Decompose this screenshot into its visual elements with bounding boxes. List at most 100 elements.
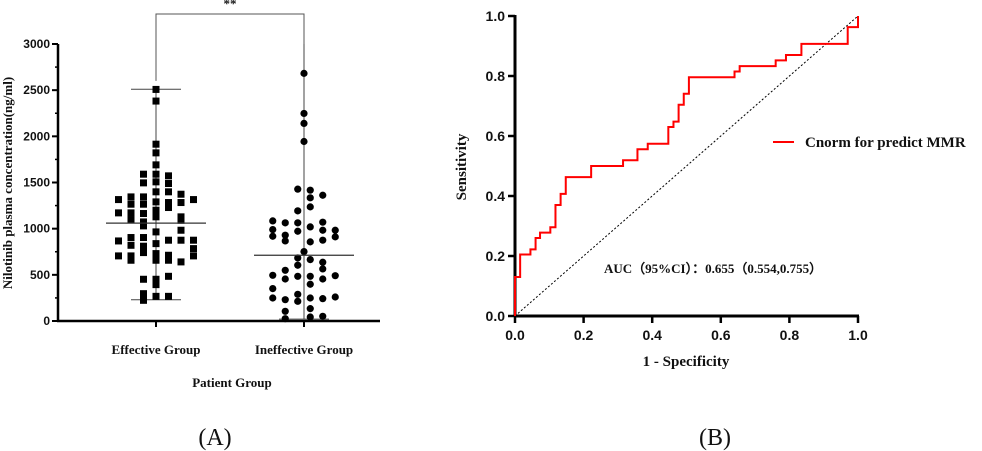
data-point-square bbox=[140, 218, 147, 226]
significance-marker: ** bbox=[224, 0, 237, 11]
data-point-circle bbox=[319, 258, 327, 266]
data-point-square bbox=[115, 252, 122, 260]
data-point-circle bbox=[281, 275, 289, 283]
data-point-circle bbox=[294, 272, 302, 280]
data-point-square bbox=[165, 272, 172, 280]
data-point-circle bbox=[306, 238, 314, 246]
data-point-circle bbox=[294, 261, 302, 269]
data-point-circle bbox=[281, 237, 289, 245]
data-point-circle bbox=[281, 315, 289, 323]
data-point-circle bbox=[281, 219, 289, 227]
y-tick-label-b: 1.0 bbox=[486, 8, 506, 24]
data-point-circle bbox=[300, 119, 308, 128]
data-point-square bbox=[140, 222, 147, 230]
data-point-square bbox=[165, 251, 172, 259]
data-point-circle bbox=[319, 265, 327, 273]
data-point-circle bbox=[269, 232, 277, 240]
data-point-square bbox=[165, 199, 172, 207]
data-point-square bbox=[140, 234, 147, 242]
data-point-square bbox=[140, 193, 147, 201]
x-tick-label-b: 1.0 bbox=[848, 327, 868, 343]
data-point-square bbox=[152, 149, 160, 157]
panel-label-a: (A) bbox=[198, 425, 231, 451]
data-point-circle bbox=[294, 207, 302, 215]
data-point-square bbox=[190, 245, 197, 253]
data-point-square bbox=[177, 226, 185, 234]
data-point-square bbox=[140, 249, 147, 257]
data-point-square bbox=[152, 140, 160, 148]
data-point-square bbox=[115, 237, 122, 245]
x-axis-title-a: Patient Group bbox=[192, 375, 272, 390]
x-tick-label-b: 0.0 bbox=[505, 327, 525, 343]
data-point-square bbox=[127, 193, 135, 201]
data-point-square bbox=[140, 179, 147, 187]
y-tick-label-a: 3000 bbox=[23, 37, 50, 51]
data-point-square bbox=[152, 256, 160, 264]
data-point-square bbox=[152, 188, 160, 196]
y-tick-label-a: 0 bbox=[43, 314, 50, 328]
data-point-square bbox=[127, 209, 135, 217]
data-point-square bbox=[165, 292, 172, 300]
data-point-circle bbox=[319, 218, 327, 226]
data-point-circle bbox=[294, 290, 302, 298]
data-point-circle bbox=[306, 223, 314, 231]
y-tick-label-a: 2500 bbox=[23, 83, 50, 97]
x-tick-label-b: 0.6 bbox=[711, 327, 731, 343]
y-axis-title-a: Nilotinib plasma concentration(ng/ml) bbox=[0, 77, 15, 289]
data-point-circle bbox=[319, 295, 327, 303]
data-point-square bbox=[152, 97, 160, 105]
data-point-square bbox=[127, 256, 135, 264]
data-point-circle bbox=[319, 191, 327, 199]
data-point-square bbox=[127, 241, 135, 249]
data-point-circle bbox=[281, 266, 289, 274]
data-point-square bbox=[152, 198, 160, 206]
y-tick-label-b: 0.0 bbox=[486, 308, 506, 324]
x-tick-label-b: 0.8 bbox=[780, 327, 800, 343]
data-point-square bbox=[165, 180, 172, 188]
legend-label: Cnorm for predict MMR bbox=[805, 135, 966, 151]
data-point-circle bbox=[294, 185, 302, 193]
significance-bracket bbox=[155, 13, 305, 81]
panel-a-scatter: 0 500 1000 1500 2000 2500 3000 bbox=[23, 13, 380, 328]
data-point-circle bbox=[294, 254, 302, 262]
y-tick-label-a: 500 bbox=[30, 268, 50, 282]
data-point-square bbox=[152, 170, 160, 178]
data-point-circle bbox=[306, 194, 314, 202]
data-point-circle bbox=[331, 293, 339, 301]
y-tick-label-b: 0.8 bbox=[486, 68, 506, 84]
data-point-square bbox=[152, 228, 160, 236]
data-point-circle bbox=[300, 109, 308, 118]
data-point-square bbox=[177, 216, 185, 224]
data-point-square bbox=[177, 258, 185, 266]
data-point-circle bbox=[331, 226, 339, 234]
data-point-square bbox=[190, 196, 197, 204]
data-point-square bbox=[127, 234, 135, 242]
data-point-circle bbox=[319, 226, 327, 234]
data-point-square bbox=[140, 200, 147, 208]
data-point-square bbox=[140, 275, 147, 283]
data-point-square bbox=[115, 196, 122, 204]
data-point-circle bbox=[269, 271, 277, 279]
data-point-square bbox=[152, 178, 160, 186]
data-point-square bbox=[190, 252, 197, 260]
data-point-square bbox=[177, 190, 185, 198]
category-label-effective: Effective Group bbox=[112, 342, 201, 357]
data-point-circle bbox=[269, 225, 277, 234]
data-point-square bbox=[165, 236, 172, 244]
data-point-square bbox=[140, 170, 147, 178]
data-point-square bbox=[165, 172, 172, 180]
category-label-ineffective: Ineffective Group bbox=[255, 342, 353, 357]
data-point-circle bbox=[269, 284, 277, 293]
data-point-square bbox=[115, 209, 122, 217]
data-point-circle bbox=[306, 186, 314, 194]
data-point-circle bbox=[269, 217, 277, 225]
x-tick-label-b: 0.4 bbox=[642, 327, 662, 343]
data-point-square bbox=[152, 275, 160, 283]
y-tick-label-b: 0.6 bbox=[486, 128, 506, 144]
data-point-square bbox=[140, 296, 147, 304]
roc-curve bbox=[514, 16, 859, 316]
data-point-square bbox=[152, 250, 160, 258]
data-point-circle bbox=[294, 227, 302, 235]
data-point-circle bbox=[306, 280, 314, 288]
